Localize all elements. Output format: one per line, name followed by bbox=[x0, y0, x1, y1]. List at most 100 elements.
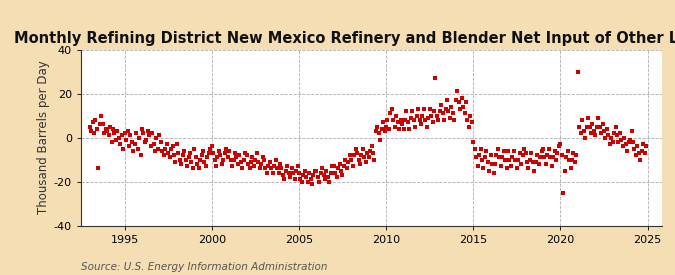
Point bbox=[608, 140, 618, 144]
Point bbox=[443, 109, 454, 113]
Point bbox=[619, 135, 630, 140]
Point bbox=[510, 157, 521, 162]
Point bbox=[236, 160, 246, 164]
Point bbox=[589, 129, 599, 133]
Point bbox=[626, 129, 637, 133]
Point bbox=[128, 148, 138, 153]
Point bbox=[576, 118, 587, 122]
Point bbox=[484, 168, 495, 173]
Point bbox=[106, 140, 117, 144]
Point bbox=[267, 170, 278, 175]
Point bbox=[541, 162, 551, 166]
Point bbox=[125, 133, 136, 138]
Point bbox=[522, 160, 533, 164]
Point bbox=[417, 113, 428, 118]
Point bbox=[262, 170, 273, 175]
Point bbox=[354, 162, 365, 166]
Point bbox=[244, 166, 255, 170]
Point bbox=[494, 155, 505, 160]
Point bbox=[633, 151, 644, 155]
Point bbox=[531, 160, 541, 164]
Point bbox=[594, 124, 605, 129]
Point bbox=[153, 146, 163, 151]
Point bbox=[346, 157, 356, 162]
Point bbox=[514, 151, 525, 155]
Point bbox=[495, 164, 506, 168]
Point bbox=[615, 131, 626, 135]
Point bbox=[295, 177, 306, 182]
Point bbox=[257, 155, 268, 160]
Point bbox=[112, 129, 123, 133]
Point bbox=[246, 160, 256, 164]
Point bbox=[256, 162, 267, 166]
Point bbox=[164, 155, 175, 160]
Point bbox=[500, 157, 510, 162]
Point bbox=[344, 153, 355, 157]
Point bbox=[159, 153, 169, 157]
Point bbox=[507, 155, 518, 160]
Point bbox=[555, 142, 566, 146]
Point bbox=[340, 157, 351, 162]
Point bbox=[88, 131, 99, 135]
Point bbox=[259, 157, 269, 162]
Point bbox=[318, 173, 329, 177]
Point bbox=[368, 151, 379, 155]
Point bbox=[313, 175, 323, 179]
Point bbox=[217, 162, 227, 166]
Point bbox=[520, 151, 531, 155]
Point bbox=[367, 144, 377, 148]
Point bbox=[639, 151, 650, 155]
Point bbox=[397, 122, 408, 127]
Point bbox=[629, 146, 640, 151]
Point bbox=[410, 124, 421, 129]
Point bbox=[618, 144, 628, 148]
Point bbox=[294, 170, 304, 175]
Point bbox=[221, 146, 232, 151]
Point bbox=[491, 153, 502, 157]
Point bbox=[218, 157, 229, 162]
Point bbox=[119, 131, 130, 135]
Point bbox=[115, 142, 126, 146]
Point bbox=[527, 160, 538, 164]
Point bbox=[523, 166, 534, 170]
Y-axis label: Thousand Barrels per Day: Thousand Barrels per Day bbox=[36, 60, 50, 215]
Point bbox=[411, 113, 422, 118]
Point bbox=[382, 118, 393, 122]
Point bbox=[385, 111, 396, 116]
Point bbox=[192, 162, 202, 166]
Point bbox=[166, 146, 177, 151]
Point bbox=[446, 104, 457, 109]
Point bbox=[126, 140, 137, 144]
Point bbox=[154, 133, 165, 138]
Point bbox=[196, 153, 207, 157]
Point bbox=[517, 153, 528, 157]
Point bbox=[160, 146, 171, 151]
Point bbox=[508, 148, 519, 153]
Point bbox=[228, 157, 239, 162]
Point bbox=[616, 138, 627, 142]
Point bbox=[193, 166, 204, 170]
Point bbox=[465, 113, 476, 118]
Point bbox=[337, 173, 348, 177]
Point bbox=[610, 124, 621, 129]
Point bbox=[211, 164, 221, 168]
Point bbox=[254, 166, 265, 170]
Point bbox=[342, 166, 352, 170]
Point bbox=[290, 168, 301, 173]
Point bbox=[632, 144, 643, 148]
Point bbox=[182, 164, 192, 168]
Point bbox=[455, 107, 466, 111]
Point bbox=[349, 153, 360, 157]
Point bbox=[225, 157, 236, 162]
Point bbox=[350, 146, 361, 151]
Point bbox=[331, 175, 342, 179]
Point bbox=[308, 173, 319, 177]
Point bbox=[567, 157, 578, 162]
Point bbox=[266, 166, 277, 170]
Point bbox=[234, 153, 244, 157]
Point bbox=[558, 190, 569, 195]
Point bbox=[535, 155, 545, 160]
Point bbox=[145, 144, 156, 148]
Point bbox=[431, 113, 442, 118]
Point bbox=[296, 179, 307, 184]
